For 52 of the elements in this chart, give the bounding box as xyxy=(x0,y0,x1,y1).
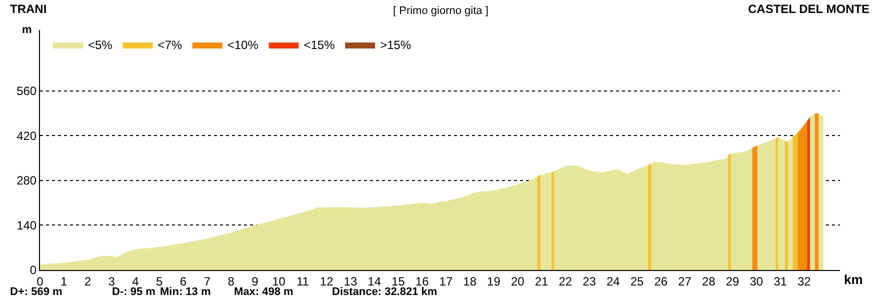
x-tick-label: 12 xyxy=(320,274,334,288)
x-tick-label: 25 xyxy=(630,274,644,288)
x-tick-label: 7 xyxy=(204,274,211,288)
x-tick-label: 14 xyxy=(368,274,382,288)
x-tick-label: 6 xyxy=(180,274,187,288)
text: TRANI xyxy=(10,2,47,16)
y-axis-title: m xyxy=(22,24,32,36)
x-tick-label: 26 xyxy=(654,274,668,288)
text: D+: 569 m xyxy=(10,286,62,298)
x-tick-label: 30 xyxy=(750,274,764,288)
x-tick-label: 32 xyxy=(798,274,812,288)
x-tick-label: 11 xyxy=(296,274,310,288)
legend-label: >15% xyxy=(380,38,412,52)
legend-label: <15% xyxy=(304,38,336,52)
x-tick-label: 9 xyxy=(252,274,259,288)
x-tick-label: 8 xyxy=(228,274,235,288)
x-tick-label: 17 xyxy=(439,274,453,288)
y-tick-label: 560 xyxy=(16,84,37,98)
x-tick-label: 22 xyxy=(558,274,572,288)
legend-label: <5% xyxy=(88,38,113,52)
x-tick-label: 19 xyxy=(487,274,501,288)
x-tick-label: 29 xyxy=(726,274,740,288)
text: D-: 95 m xyxy=(112,286,156,298)
y-tick-label: 0 xyxy=(30,263,37,278)
x-tick-label: 3 xyxy=(108,274,116,288)
legend-label: <7% xyxy=(158,38,182,52)
text: Max: 498 m xyxy=(234,286,294,298)
x-tick-label: 1 xyxy=(60,274,68,288)
x-tick-label: 16 xyxy=(415,274,430,288)
x-tick-label: 2 xyxy=(84,274,92,288)
y-tick-label: 280 xyxy=(16,174,37,188)
x-tick-label: 31 xyxy=(774,274,788,288)
chart-title: [ Primo giorno gita ] xyxy=(393,5,488,17)
x-tick-label: 27 xyxy=(678,274,692,288)
legend-label: <10% xyxy=(227,38,259,52)
text: Min: 13 m xyxy=(160,286,211,298)
x-tick-label: 4 xyxy=(132,274,140,288)
y-tick-label: 140 xyxy=(16,218,37,232)
x-tick-label: 24 xyxy=(606,274,620,288)
y-tick-label: 420 xyxy=(16,128,37,143)
x-tick-label: 20 xyxy=(510,274,525,288)
text: Distance: 32.821 km xyxy=(332,286,438,298)
x-tick-label: 28 xyxy=(702,274,716,288)
x-tick-label: 23 xyxy=(582,274,596,288)
x-axis-title: km xyxy=(844,272,863,287)
x-tick-label: 10 xyxy=(272,274,286,288)
x-tick-label: 5 xyxy=(156,274,164,288)
x-tick-label: 13 xyxy=(344,274,358,288)
x-tick-label: 21 xyxy=(534,274,548,288)
x-tick-label: 15 xyxy=(392,274,406,288)
x-tick-label: 18 xyxy=(463,274,477,288)
text: CASTEL DEL MONTE xyxy=(748,2,870,16)
